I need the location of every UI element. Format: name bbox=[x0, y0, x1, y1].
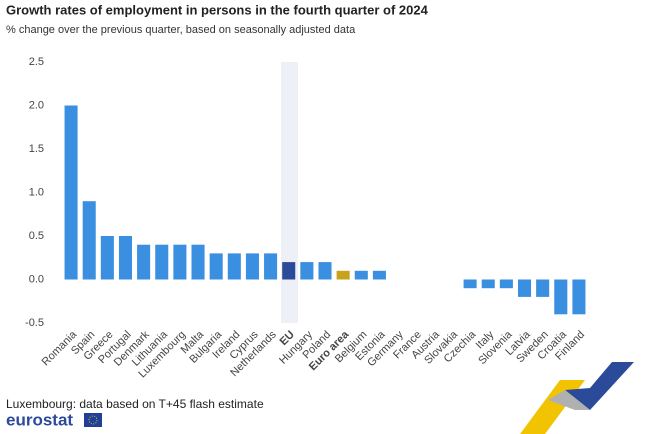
bar bbox=[82, 201, 96, 280]
bar bbox=[64, 105, 78, 280]
eu-stars bbox=[88, 415, 98, 425]
y-tick-label: 1.5 bbox=[29, 143, 44, 155]
y-tick-label: 0.5 bbox=[29, 230, 44, 242]
bar bbox=[372, 270, 386, 280]
footnote: Luxembourg: data based on T+45 flash est… bbox=[6, 397, 264, 411]
bar bbox=[318, 262, 332, 280]
chart-subtitle: % change over the previous quarter, base… bbox=[6, 24, 356, 36]
bar bbox=[245, 253, 259, 280]
bar bbox=[300, 262, 314, 280]
y-tick-label: 0.0 bbox=[29, 273, 44, 285]
bar bbox=[137, 244, 151, 280]
bar bbox=[118, 236, 133, 280]
bar bbox=[536, 279, 550, 297]
eu-flag bbox=[84, 413, 102, 427]
bar bbox=[264, 253, 278, 280]
bar bbox=[155, 244, 169, 280]
highlight-band bbox=[281, 62, 298, 323]
y-tick-label: -0.5 bbox=[25, 317, 44, 329]
bar bbox=[572, 279, 586, 315]
bar bbox=[354, 270, 368, 280]
y-tick-label: 2.0 bbox=[29, 99, 44, 111]
bar bbox=[463, 279, 477, 289]
bar bbox=[554, 279, 568, 315]
y-tick-label: 2.5 bbox=[29, 56, 44, 68]
bar bbox=[173, 244, 187, 280]
bar bbox=[191, 244, 205, 280]
bar bbox=[481, 279, 495, 289]
y-tick-label: 1.0 bbox=[29, 186, 44, 198]
bar bbox=[209, 253, 223, 280]
source-logo: eurostat bbox=[6, 410, 73, 429]
bar bbox=[100, 236, 114, 280]
bar bbox=[499, 279, 513, 289]
bar bbox=[282, 262, 296, 280]
bar bbox=[227, 253, 241, 280]
bar bbox=[336, 270, 350, 280]
decor bbox=[520, 362, 634, 434]
bar bbox=[517, 279, 532, 297]
chart-title: Growth rates of employment in persons in… bbox=[6, 2, 429, 17]
